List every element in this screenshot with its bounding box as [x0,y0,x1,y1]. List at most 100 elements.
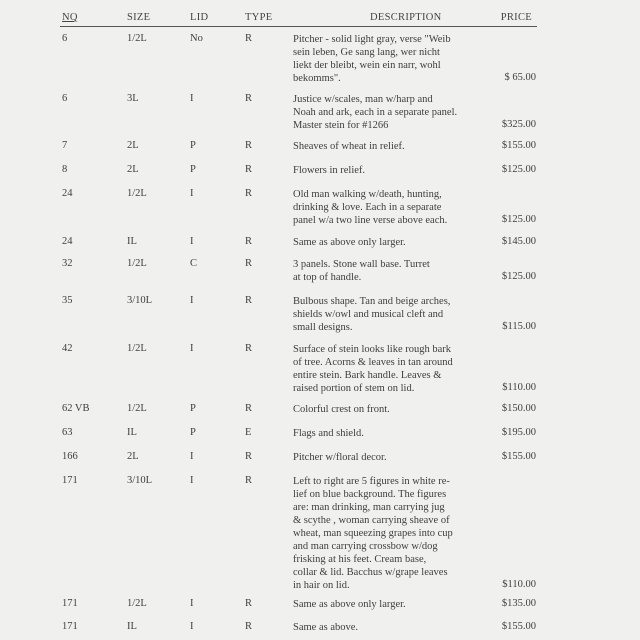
description-line: Bulbous shape. Tan and beige arches, [293,296,451,307]
cell-price: $ 65.00 [504,72,537,83]
cell-lid: I [190,188,194,199]
header-lid: LID [190,12,209,23]
header-price: PRICE [500,12,532,23]
cell-size: 1/2L [127,343,147,354]
cell-description: Bulbous shape. Tan and beige arches, shie… [293,295,450,334]
description-line: small designs. [293,322,353,333]
description-line: entire stein. Bark handle. Leaves & [293,370,442,381]
cell-type: R [245,140,253,151]
cell-nq: 42 [62,343,73,354]
cell-lid: P [190,403,196,414]
header-size: SIZE [127,12,151,23]
description-line: drinking & love. Each in a separate [293,202,442,213]
cell-size: 1/2L [127,33,147,44]
cell-size: 3L [127,93,139,104]
description-line: Master stein for #1266 [293,120,389,131]
description-line: of tree. Acorns & leaves in tan around [293,357,453,368]
cell-size: 2L [127,140,139,151]
cell-price: $325.00 [501,119,536,130]
description-line: 3 panels. Stone wall base. Turret [293,259,430,270]
cell-nq: 32 [62,258,73,269]
cell-description: 3 panels. Stone wall base. Turret at top … [293,258,430,284]
cell-price: $125.00 [501,214,536,225]
cell-price: $135.00 [501,598,536,609]
description-line: Old man walking w/death, hunting, [293,189,442,200]
cell-lid: No [190,33,203,44]
cell-price: $155.00 [501,451,536,462]
header-nq: NQ [62,12,78,23]
description-line: are: man drinking, man carrying jug [293,502,445,513]
cell-lid: I [190,621,194,632]
description-line: and man carrying crossbow w/dog [293,541,438,552]
cell-lid: I [190,475,194,486]
cell-lid: P [190,164,196,175]
description-line: at top of handle. [293,272,362,283]
description-line: liekt der bleibt, wein ein narr, wohl [293,60,441,71]
cell-size: 1/2L [127,258,147,269]
cell-type: R [245,621,253,632]
description-line: collar & lid. Bacchus w/grape leaves [293,567,448,578]
cell-description: Same as above only larger. [293,598,406,611]
cell-nq: 63 [62,427,73,438]
cell-lid: I [190,295,194,306]
cell-nq: 171 [62,475,78,486]
cell-description: Old man walking w/death, hunting, drinkin… [293,188,447,227]
cell-nq: 24 [62,236,73,247]
cell-description: Flags and shield. [293,427,364,440]
header-divider [60,26,537,27]
cell-size: 1/2L [127,403,147,414]
description-line: Pitcher w/floral decor. [293,452,387,463]
cell-price: $125.00 [501,271,536,282]
description-line: Same as above only larger. [293,237,406,248]
cell-description: Sheaves of wheat in relief. [293,140,405,153]
cell-description: Justice w/scales, man w/harp and Noah and… [293,93,457,132]
cell-description: Surface of stein looks like rough bark of… [293,343,453,395]
description-line: Left to right are 5 figures in white re- [293,476,450,487]
cell-lid: I [190,451,194,462]
cell-price: $110.00 [502,579,536,590]
description-line: Same as above only larger. [293,599,406,610]
description-line: panel w/a two line verse above each. [293,215,448,226]
cell-size: 3/10L [127,475,153,486]
cell-type: R [245,451,253,462]
description-line: lief on blue background. The figures [293,489,447,500]
cell-nq: 62 VB [62,403,90,414]
cell-description: Same as above. [293,621,358,634]
cell-size: 1/2L [127,598,147,609]
cell-nq: 35 [62,295,73,306]
cell-type: R [245,258,253,269]
header-type: TYPE [245,12,273,23]
cell-lid: I [190,93,194,104]
cell-nq: 171 [62,598,78,609]
description-line: raised portion of stem on lid. [293,383,415,394]
cell-nq: 6 [62,33,68,44]
cell-size: 3/10L [127,295,153,306]
cell-nq: 8 [62,164,68,175]
header-description: DESCRIPTION [370,12,442,23]
cell-description: Same as above only larger. [293,236,406,249]
cell-price: $150.00 [501,403,536,414]
description-line: in hair on lid. [293,580,350,591]
cell-type: R [245,93,253,104]
description-line: Flowers in relief. [293,165,366,176]
cell-type: R [245,236,253,247]
description-line: shields w/owl and musical cleft and [293,309,444,320]
description-line: wheat, man squeezing grapes into cup [293,528,453,539]
cell-type: R [245,475,253,486]
description-line: Noah and ark, each in a separate panel. [293,107,458,118]
cell-description: Pitcher - solid light gray, verse "Weib s… [293,33,451,85]
description-line: Same as above. [293,622,359,633]
cell-nq: 6 [62,93,68,104]
cell-type: R [245,33,253,44]
cell-price: $110.00 [502,382,536,393]
cell-price: $125.00 [501,164,536,175]
description-line: frisking at his feet. Cream base, [293,554,427,565]
cell-size: IL [127,236,137,247]
cell-type: R [245,403,253,414]
description-line: Flags and shield. [293,428,364,439]
cell-type: R [245,164,253,175]
cell-description: Pitcher w/floral decor. [293,451,387,464]
cell-size: 1/2L [127,188,147,199]
cell-description: Left to right are 5 figures in white re-… [293,475,453,592]
cell-lid: I [190,343,194,354]
